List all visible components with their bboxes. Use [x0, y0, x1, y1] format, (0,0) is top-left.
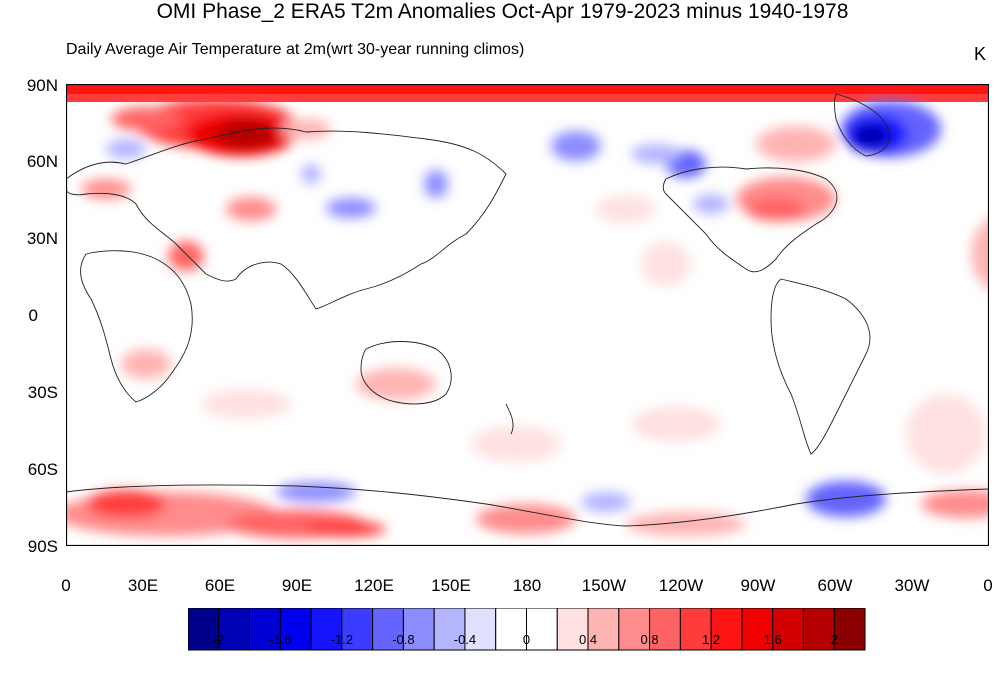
colorbar-label: -1.6	[269, 632, 292, 647]
lat-label-60s: 60S	[27, 460, 58, 479]
colorbar-label: -0.8	[392, 632, 415, 647]
colorbar-swatch	[802, 608, 835, 651]
anomaly-map	[66, 84, 989, 546]
lon-label-60w: 60W	[817, 576, 853, 595]
lat-label-0: 0	[28, 306, 38, 325]
colorbar-swatch	[310, 608, 343, 651]
colorbar-swatch	[649, 608, 681, 651]
colorbar-label: -2	[212, 632, 225, 647]
colorbar-swatch	[188, 608, 220, 651]
colorbar-swatch	[464, 608, 497, 651]
colorbar-label: -1.2	[330, 632, 354, 647]
lon-label-0: 0	[61, 576, 71, 595]
lon-label-180: 180	[512, 576, 542, 595]
colorbar-swatch	[372, 608, 404, 651]
colorbar-swatch	[556, 608, 589, 651]
colorbar-label: -0.4	[453, 632, 477, 647]
lat-label-30s: 30S	[27, 383, 58, 402]
colorbar-label: 0.8	[640, 632, 659, 647]
lat-label-60n: 60N	[26, 152, 58, 171]
coastlines	[66, 93, 989, 527]
lon-label-60e: 60E	[204, 576, 236, 595]
lon-label-150e: 150E	[431, 576, 471, 595]
colorbar-label: 0.4	[578, 632, 598, 647]
colorbar-swatch	[679, 608, 712, 651]
colorbar-label: 2	[830, 632, 838, 647]
lon-label-150w: 150W	[581, 576, 627, 595]
map-title: OMI Phase_2 ERA5 T2m Anomalies Oct-Apr 1…	[156, 0, 849, 23]
lon-label-0-east: 0	[983, 576, 993, 595]
colorbar-swatch	[618, 608, 651, 651]
colorbar-swatch	[741, 608, 774, 651]
colorbar-label: 1.6	[763, 632, 782, 647]
lon-label-30e: 30E	[127, 576, 159, 595]
colorbar	[188, 608, 866, 651]
lon-label-120w: 120W	[658, 576, 704, 595]
colorbar-label: 0	[522, 632, 531, 647]
lat-label-30n: 30N	[26, 229, 58, 248]
lon-label-120e: 120E	[354, 576, 394, 595]
colorbar-label: 1.2	[702, 632, 721, 647]
units-label: K	[974, 44, 987, 64]
colorbar-swatch	[249, 608, 281, 651]
colorbar-swatch	[710, 608, 743, 651]
anomaly-field	[66, 84, 989, 538]
colorbar-swatch	[218, 608, 251, 651]
colorbar-swatch	[495, 608, 528, 651]
lat-label-90n: 90N	[26, 76, 58, 95]
colorbar-swatch	[772, 608, 804, 651]
colorbar-swatch	[587, 608, 620, 651]
colorbar-swatch	[433, 608, 466, 651]
colorbar-swatch	[833, 608, 866, 651]
lon-label-90e: 90E	[281, 576, 313, 595]
map-subtitle: Daily Average Air Temperature at 2m(wrt …	[66, 41, 525, 58]
lon-label-90w: 90W	[740, 576, 776, 595]
lat-label-90s: 90S	[27, 537, 58, 556]
lon-label-30w: 30W	[894, 576, 930, 595]
